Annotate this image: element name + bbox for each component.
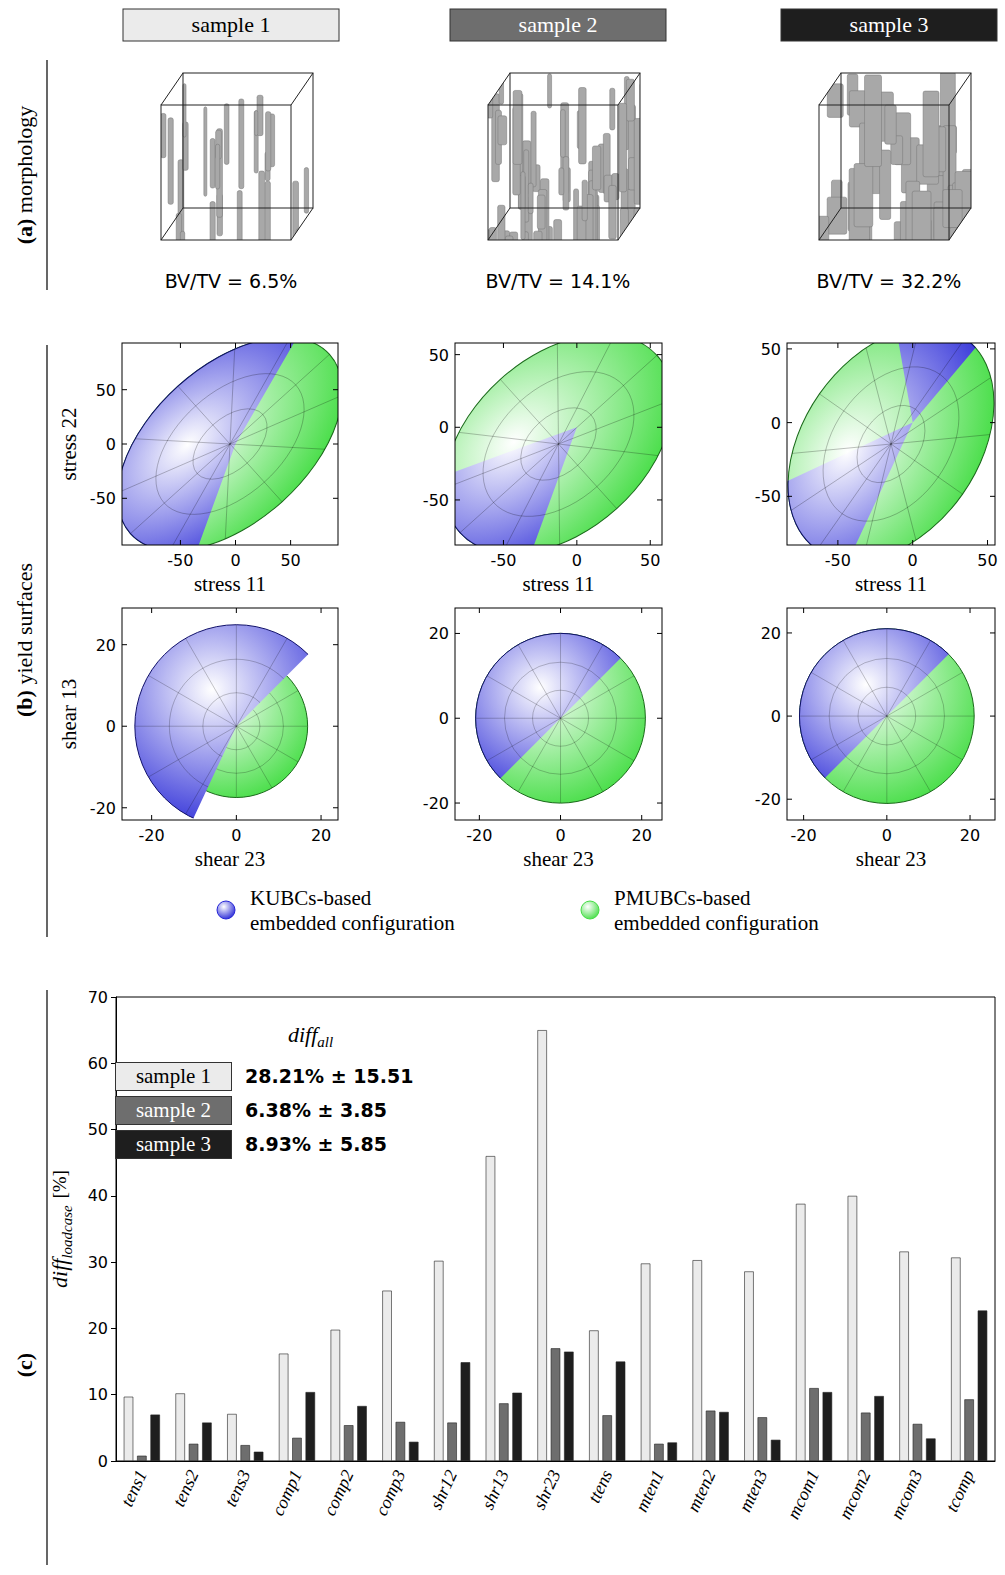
svg-text:comp2: comp2 [319,1467,357,1519]
svg-text:0: 0 [439,418,449,437]
svg-text:mcom1: mcom1 [783,1467,823,1523]
svg-text:comp3: comp3 [371,1467,409,1519]
svg-text:-50: -50 [755,487,781,506]
svg-text:0: 0 [555,826,565,845]
svg-text:0: 0 [771,414,781,433]
svg-text:comp1: comp1 [268,1467,306,1519]
svg-text:tens3: tens3 [220,1467,254,1510]
svg-text:shear 23: shear 23 [195,847,266,871]
svg-text:50: 50 [761,340,781,359]
html-text:sample 1: sample 1 [135,1064,212,1088]
svg-text:mten2: mten2 [683,1467,720,1515]
svg-text:mten1: mten1 [631,1467,668,1515]
html-text:sample 3: sample 3 [135,1132,212,1156]
svg-text:0: 0 [230,551,240,570]
svg-text:(a) morphology: (a) morphology [12,106,37,245]
html-text:sample 2: sample 2 [135,1098,212,1122]
svg-text:sample 1: sample 1 [192,12,271,37]
svg-text:mcom2: mcom2 [835,1467,875,1523]
svg-text:60: 60 [88,1054,108,1073]
svg-text:BV/TV = 14.1%: BV/TV = 14.1% [486,270,631,292]
svg-text:stress 11: stress 11 [194,572,266,596]
svg-text:0: 0 [771,707,781,726]
svg-text:70: 70 [88,988,108,1007]
svg-text:stress 11: stress 11 [855,572,927,596]
svg-text:50: 50 [96,381,116,400]
svg-text:tcomp: tcomp [941,1467,978,1515]
svg-text:shr23: shr23 [529,1467,564,1513]
svg-text:20: 20 [632,826,652,845]
svg-text:20: 20 [311,826,331,845]
svg-text:(b) yield surfaces: (b) yield surfaces [12,563,37,717]
svg-text:50: 50 [977,551,997,570]
svg-text:-50: -50 [423,491,449,510]
svg-text:0: 0 [98,1452,108,1471]
svg-text:-50: -50 [490,551,516,570]
svg-text:BV/TV = 6.5%: BV/TV = 6.5% [165,270,298,292]
svg-text:40: 40 [88,1186,108,1205]
svg-text:-50: -50 [167,551,193,570]
svg-text:stress 11: stress 11 [522,572,594,596]
svg-text:-20: -20 [466,826,492,845]
svg-text:0: 0 [106,717,116,736]
svg-text:shear 23: shear 23 [856,847,927,871]
svg-text:shr13: shr13 [477,1467,512,1513]
svg-text:shr12: shr12 [426,1467,461,1513]
svg-text:shear 23: shear 23 [523,847,594,871]
svg-text:mten3: mten3 [735,1467,772,1515]
svg-text:0: 0 [908,551,918,570]
svg-text:50: 50 [640,551,660,570]
html-text:6.38% ± 3.85: 6.38% ± 3.85 [245,1099,387,1121]
svg-text:-50: -50 [90,489,116,508]
svg-text:mcom3: mcom3 [886,1467,926,1523]
svg-text:embedded configuration: embedded configuration [250,911,455,935]
svg-text:(c): (c) [12,1353,37,1377]
svg-text:[%]: [%] [49,1170,70,1198]
svg-text:PMUBCs-based: PMUBCs-based [614,886,751,910]
svg-text:50: 50 [88,1120,108,1139]
svg-text:loadcase: loadcase [59,1205,75,1259]
svg-text:10: 10 [88,1385,108,1404]
html-text:8.93% ± 5.85: 8.93% ± 5.85 [245,1133,387,1155]
svg-text:-20: -20 [423,794,449,813]
svg-text:0: 0 [231,826,241,845]
svg-text:0: 0 [882,826,892,845]
svg-text:50: 50 [280,551,300,570]
html-text:28.21% ± 15.51: 28.21% ± 15.51 [245,1065,414,1087]
svg-text:ttens: ttens [584,1467,616,1506]
svg-text:20: 20 [761,624,781,643]
html-text:diffall: diffall [288,1022,334,1051]
svg-text:shear 13: shear 13 [57,679,81,750]
svg-text:-50: -50 [825,551,851,570]
svg-text:20: 20 [96,636,116,655]
svg-text:KUBCs-based: KUBCs-based [250,886,372,910]
svg-text:-20: -20 [139,826,165,845]
svg-text:tens2: tens2 [168,1467,202,1510]
svg-text:-20: -20 [791,826,817,845]
svg-text:tens1: tens1 [117,1467,151,1510]
svg-text:20: 20 [88,1319,108,1338]
svg-text:20: 20 [960,826,980,845]
svg-text:stress 22: stress 22 [57,408,81,481]
svg-text:-20: -20 [90,799,116,818]
svg-text:diff: diff [47,1256,72,1288]
svg-text:embedded configuration: embedded configuration [614,911,819,935]
svg-text:0: 0 [106,435,116,454]
svg-text:0: 0 [439,709,449,728]
svg-text:0: 0 [572,551,582,570]
svg-text:30: 30 [88,1253,108,1272]
svg-text:sample 2: sample 2 [519,12,598,37]
svg-text:20: 20 [429,624,449,643]
svg-text:-20: -20 [755,790,781,809]
svg-text:50: 50 [429,346,449,365]
svg-text:BV/TV = 32.2%: BV/TV = 32.2% [817,270,962,292]
svg-text:sample 3: sample 3 [850,12,929,37]
